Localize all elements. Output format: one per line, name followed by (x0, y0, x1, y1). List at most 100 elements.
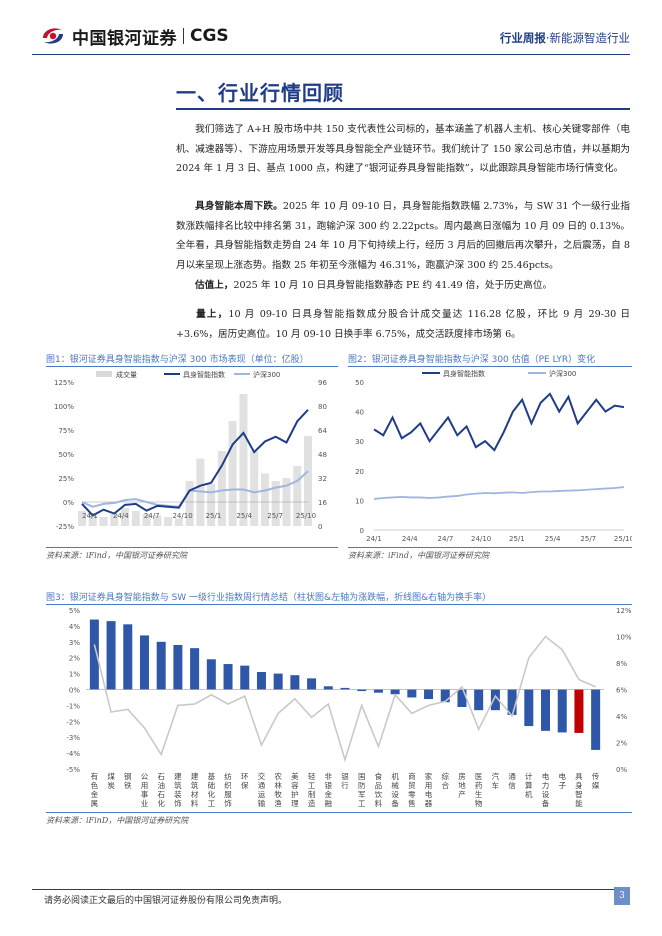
category-label-char: 渔 (274, 798, 282, 808)
volume-bar (304, 436, 312, 526)
x-tick-label: 25/1 (509, 535, 525, 543)
category-label-char: 械 (391, 780, 399, 790)
change-bar (440, 689, 450, 703)
volume-bar (207, 484, 216, 526)
category-label-char: 饰 (224, 798, 232, 808)
change-bar (307, 678, 317, 690)
y-left-tick-label: -2% (66, 718, 80, 726)
category-label-char: 媒 (592, 781, 600, 790)
intro-text: 我们筛选了 A+H 股市场中共 150 支代表性公司标的，基本涵盖了机器人主机、… (176, 124, 630, 174)
figure3-source: 资料来源：iFinD，中国银河证券研究院 (46, 816, 189, 825)
x-tick-label: 24/1 (82, 512, 98, 520)
category-label-char: 服 (224, 790, 232, 799)
category-label-char: 产 (458, 789, 466, 799)
y-left-tick-label: 100% (54, 403, 74, 411)
category-label-char: 筑 (174, 780, 182, 790)
y-left-tick-label: -4% (66, 750, 80, 758)
x-tick-label: 25/4 (236, 512, 252, 520)
paragraph-valuation: 估值上，2025 年 10 月 10 日具身智能指数静态 PE 约 41.49 … (176, 276, 630, 296)
figure1-chart: 成交量 具身智能指数 沪深300 125% 100% 75% 50% 25% 0% -25% 96 8… (54, 370, 327, 531)
volume-lead: 量上， (195, 309, 229, 320)
category-label-char: 钢 (124, 771, 132, 781)
logo-divider (183, 28, 184, 44)
category-label-char: 器 (425, 799, 433, 808)
category-label-char: 色 (91, 780, 99, 790)
y-left-tick-label: -3% (66, 734, 80, 742)
y-left-tick-label: 4% (69, 623, 80, 631)
category-label-char: 纺 (224, 771, 232, 781)
category-label-char: 公 (141, 772, 149, 781)
category-label-char: 料 (191, 798, 199, 808)
weekly-text: 2025 年 10 月 09-10 日，具身智能指数跌幅 2.73%，与 SW … (176, 201, 631, 271)
category-label-char: 家 (425, 771, 433, 781)
category-label-char: 础 (208, 780, 216, 790)
y-tick-label: 0 (360, 527, 364, 535)
change-bar (507, 689, 517, 715)
category-label-char: 制 (308, 789, 316, 799)
category-label-char: 林 (274, 780, 282, 790)
category-label-char: 非 (325, 771, 333, 781)
category-label-char: 用 (425, 781, 433, 790)
change-bar (340, 687, 350, 690)
category-label-char: 军 (358, 790, 366, 799)
y-right-tick-label: 16 (318, 499, 327, 507)
figure2-bottom-rule (348, 547, 632, 548)
category-label-char: 材 (191, 789, 199, 799)
y-right-tick-label: 96 (318, 379, 327, 387)
change-bar (173, 644, 183, 690)
category-label-char: 金 (91, 789, 99, 799)
footer-rule (32, 889, 630, 890)
change-bar (373, 689, 383, 693)
category-label-char: 炭 (107, 781, 115, 790)
category-label-char: 物 (475, 798, 483, 808)
valuation-lead: 估值上， (195, 280, 234, 291)
category-label-char: 传 (592, 771, 600, 781)
category-label-char: 算 (525, 780, 533, 790)
y-right-tick-label: 0 (318, 523, 322, 531)
weekly-lead: 具身智能本周下跌。 (195, 201, 283, 212)
volume-text: 10 月 09-10 日具身智能指数成分股合计成交量达 116.28 亿股，环比… (176, 309, 631, 340)
x-tick-label: 25/1 (206, 512, 222, 520)
category-label-char: 合 (442, 780, 450, 790)
y-left-tick-label: 5% (69, 607, 80, 615)
category-label-char: 信 (508, 780, 516, 790)
category-label-char: 行 (341, 780, 349, 790)
change-bar (424, 689, 434, 700)
volume-bar (131, 511, 140, 526)
category-label-char: 事 (141, 789, 149, 799)
figure1-rule (46, 366, 338, 367)
change-bar (490, 689, 500, 711)
index-pe-line (373, 392, 625, 452)
y-left-tick-label: 3% (69, 639, 80, 647)
x-tick-label: 24/10 (172, 512, 192, 520)
legend-volume-label: 成交量 (116, 370, 137, 379)
y-right-tick-label: 6% (616, 687, 627, 695)
category-label-char: 牧 (274, 789, 282, 799)
category-label-char: 装 (174, 789, 182, 799)
change-bar (524, 689, 534, 727)
y-tick-label: 30 (355, 438, 364, 446)
category-label-char: 饮 (375, 789, 383, 799)
category-label-char: 建 (174, 771, 182, 781)
category-label-char: 地 (458, 780, 466, 790)
category-label-char: 理 (291, 799, 299, 808)
category-label-char: 煤 (107, 771, 115, 781)
y-tick-label: 10 (355, 497, 364, 505)
volume-bar (228, 421, 237, 526)
category-label-char: 化 (208, 789, 216, 799)
y-right-tick-label: 0% (616, 766, 627, 774)
legend-volume-swatch (96, 371, 112, 377)
category-label-char: 有 (91, 771, 99, 781)
category-label-char: 化 (157, 798, 165, 808)
category-label-char: 电 (558, 771, 566, 781)
section-title: 一、行业行情回顾 (176, 81, 344, 105)
header-rule (32, 54, 630, 55)
change-bar (106, 621, 116, 690)
paragraph-intro: 我们筛选了 A+H 股市场中共 150 支代表性公司标的，基本涵盖了机器人主机、… (176, 120, 630, 179)
category-label-char: 备 (542, 798, 550, 808)
x-tick-label: 24/4 (113, 512, 129, 520)
industry-name: ·新能源智造行业 (545, 31, 630, 45)
turnover-line (93, 635, 596, 763)
category-label-char: 品 (375, 781, 383, 790)
category-label-char: 智 (575, 789, 583, 799)
